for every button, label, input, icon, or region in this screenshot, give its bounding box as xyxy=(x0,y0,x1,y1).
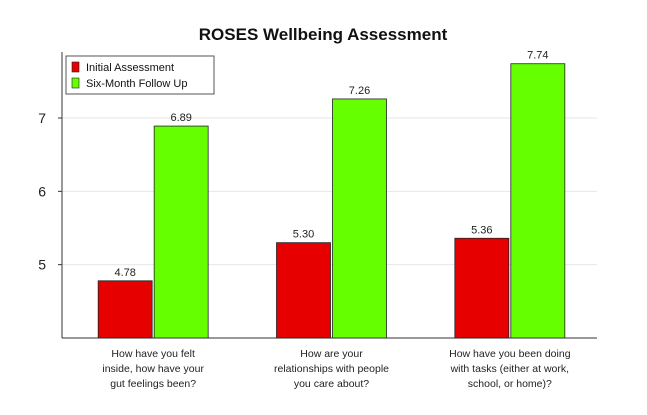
bar-initial-1 xyxy=(97,280,153,339)
category-label-line: gut feelings been? xyxy=(110,378,196,390)
bars xyxy=(97,63,566,339)
bar-initial-3 xyxy=(454,237,510,339)
value-label: 5.30 xyxy=(293,229,314,241)
category-label-line: How have you been doing xyxy=(449,348,571,360)
category-label-line: school, or home)? xyxy=(468,378,552,390)
legend-label: Initial Assessment xyxy=(86,62,174,74)
y-tick-label: 6 xyxy=(38,183,46,199)
bar-followup-2 xyxy=(332,98,387,339)
bar-followup-3 xyxy=(510,63,566,339)
bar-initial-2 xyxy=(276,242,331,339)
legend: Initial Assessment Six-Month Follow Up xyxy=(65,55,215,95)
value-label: 6.89 xyxy=(170,112,191,124)
value-label: 4.78 xyxy=(114,267,135,279)
category-label-line: How have you felt xyxy=(111,348,195,360)
value-label: 7.26 xyxy=(349,85,370,97)
legend-label: Six-Month Follow Up xyxy=(86,78,187,90)
legend-swatch xyxy=(71,61,80,73)
y-tick-label: 7 xyxy=(38,110,46,126)
bar-followup-1 xyxy=(153,125,209,339)
category-label-line: relationships with people xyxy=(274,363,389,375)
value-label: 7.74 xyxy=(527,50,548,62)
category-label-line: inside, how have your xyxy=(102,363,204,375)
y-ticks: 5 6 7 xyxy=(38,110,62,273)
y-tick-label: 5 xyxy=(38,257,46,273)
category-labels: How have you felt inside, how have your gu… xyxy=(102,348,570,390)
value-labels: 4.78 6.89 5.30 7.26 5.36 7.74 xyxy=(114,50,548,279)
category-label-line: you care about? xyxy=(294,378,369,390)
legend-box xyxy=(65,55,215,95)
legend-swatch xyxy=(71,77,80,89)
chart-title: ROSES Wellbeing Assessment xyxy=(199,25,448,44)
category-label-line: with tasks (either at work, xyxy=(450,363,569,375)
category-label-line: How are your xyxy=(300,348,363,360)
value-label: 5.36 xyxy=(471,224,492,236)
